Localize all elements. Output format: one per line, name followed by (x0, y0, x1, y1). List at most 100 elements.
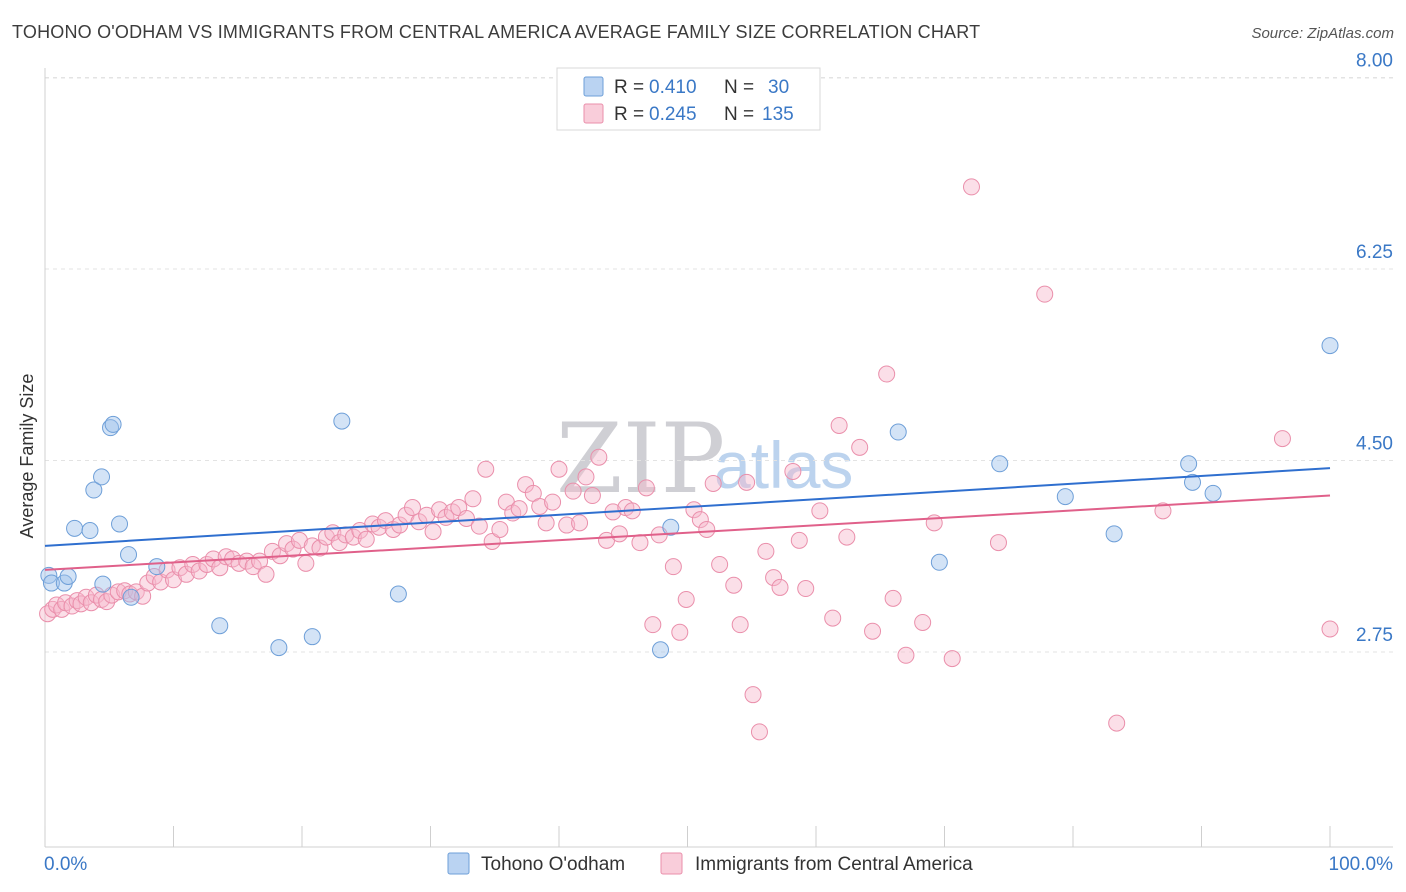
point-immigrants (644, 616, 662, 634)
point-tohono (120, 546, 138, 564)
point-tohono (889, 423, 907, 441)
point-immigrants (297, 554, 315, 572)
point-immigrants (404, 499, 422, 517)
point-immigrants (1273, 430, 1291, 448)
point-immigrants (531, 497, 549, 515)
point-immigrants (711, 555, 729, 573)
legend-swatch-immigrants (583, 103, 604, 124)
x-tick-label-0: 0.0% (44, 854, 87, 875)
watermark-zip: ZIP (556, 403, 725, 515)
point-immigrants (811, 502, 829, 520)
point-immigrants (750, 723, 768, 741)
point-immigrants (744, 686, 762, 704)
point-tohono (122, 588, 140, 606)
point-immigrants (677, 590, 695, 608)
point-immigrants (790, 531, 808, 549)
point-immigrants (457, 509, 475, 527)
point-immigrants (637, 479, 655, 497)
point-immigrants (139, 574, 157, 592)
legend-n-label-immigrants: N = (724, 104, 754, 125)
point-immigrants (290, 531, 308, 549)
point-immigrants (725, 576, 743, 594)
point-immigrants (491, 520, 509, 538)
point-immigrants (830, 416, 848, 434)
point-tohono (930, 553, 948, 571)
point-immigrants (464, 490, 482, 508)
point-immigrants (357, 530, 375, 548)
chart-source: Source: ZipAtlas.com (1251, 25, 1394, 42)
point-immigrants (1108, 714, 1126, 732)
y-tick-label-4-50: 4.50 (1356, 433, 1393, 454)
point-immigrants (544, 493, 562, 511)
point-immigrants (698, 520, 716, 538)
point-immigrants (884, 589, 902, 607)
point-tohono (1105, 525, 1123, 543)
point-tohono (104, 415, 122, 433)
point-immigrants (610, 525, 628, 543)
x-tick-label-100: 100.0% (1329, 854, 1394, 875)
point-tohono (662, 518, 680, 536)
point-immigrants (257, 565, 275, 583)
series-tohono-points (40, 337, 1339, 659)
point-tohono (1056, 488, 1074, 506)
point-immigrants (370, 518, 388, 536)
point-immigrants (824, 609, 842, 627)
point-tohono (85, 481, 103, 499)
point-tohono (102, 419, 120, 437)
point-tohono (389, 585, 407, 603)
legend-swatch-tohono (583, 76, 604, 97)
point-immigrants (664, 558, 682, 576)
point-immigrants (704, 474, 722, 492)
point-immigrants (470, 517, 488, 535)
point-immigrants (424, 523, 442, 541)
point-tohono (59, 567, 77, 585)
point-immigrants (765, 569, 783, 587)
point-tohono (652, 641, 670, 659)
y-tick-label-2-75: 2.75 (1356, 625, 1393, 646)
series-legend-swatch-tohono (447, 852, 470, 875)
point-immigrants (838, 528, 856, 546)
point-immigrants (577, 468, 595, 486)
point-immigrants (564, 482, 582, 500)
legend-r-value-immigrants: 0.245 (649, 104, 697, 125)
point-immigrants (962, 178, 980, 196)
point-immigrants (263, 542, 281, 560)
stats-legend: R = 0.410 N = 30 R = 0.245 N = 135 (556, 67, 821, 131)
point-immigrants (771, 578, 789, 596)
y-tick-label-6-25: 6.25 (1356, 242, 1393, 263)
point-immigrants (738, 473, 756, 491)
point-immigrants (671, 623, 689, 641)
point-immigrants (757, 542, 775, 560)
point-immigrants (797, 580, 815, 598)
point-immigrants (878, 365, 896, 383)
point-immigrants (1036, 285, 1054, 303)
legend-r-label-immigrants: R = (614, 104, 644, 125)
point-tohono (111, 515, 129, 533)
point-immigrants (851, 438, 869, 456)
point-immigrants (691, 511, 709, 529)
legend-n-value-tohono: 30 (768, 77, 789, 98)
point-immigrants (897, 646, 915, 664)
point-tohono (148, 558, 166, 576)
point-immigrants (510, 500, 528, 518)
point-tohono (42, 574, 60, 592)
series-immigrants-points (39, 178, 1339, 741)
point-immigrants (1154, 502, 1172, 520)
point-immigrants (311, 539, 329, 557)
point-tohono (991, 455, 1009, 473)
point-immigrants (537, 514, 555, 532)
legend-n-value-immigrants: 135 (762, 104, 794, 125)
point-immigrants (1321, 620, 1339, 638)
x-ticks (44, 826, 1331, 847)
y-tick-label-8-00: 8.00 (1356, 50, 1393, 71)
point-tohono (211, 617, 229, 635)
series-legend-swatch-immigrants (660, 852, 683, 875)
point-immigrants (583, 487, 601, 505)
series-legend-label-immigrants: Immigrants from Central America (695, 854, 973, 875)
point-immigrants (550, 460, 568, 478)
legend-r-value-tohono: 0.410 (649, 77, 697, 98)
point-immigrants (784, 462, 802, 480)
point-immigrants (914, 613, 932, 631)
point-immigrants (344, 528, 362, 546)
point-tohono (1204, 484, 1222, 502)
